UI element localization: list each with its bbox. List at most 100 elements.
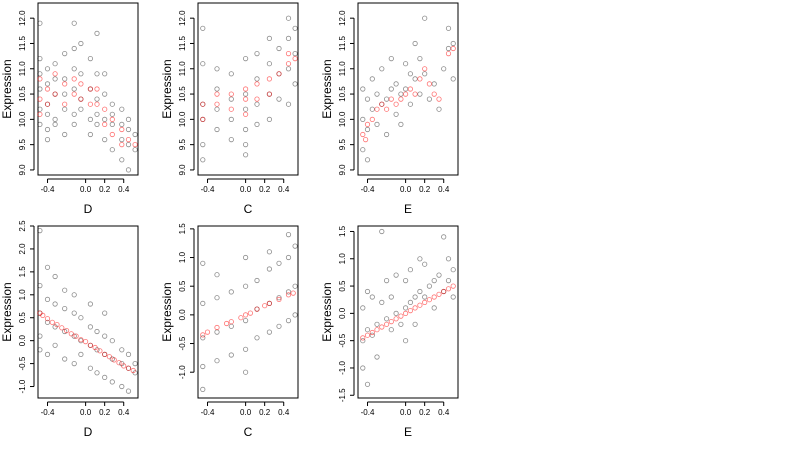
fitted-point: [393, 316, 399, 322]
raw-point: [94, 121, 100, 128]
fitted-point: [266, 76, 272, 82]
raw-point: [119, 157, 125, 163]
raw-point: [62, 356, 68, 362]
y-tick-label: 11.5: [178, 35, 187, 51]
raw-point: [125, 116, 132, 123]
raw-point: [374, 121, 380, 128]
y-axis: -1.0 -0.5 0.0 0.5 1.0 1.5 2.0 2.5: [18, 220, 35, 393]
raw-point: [402, 86, 409, 92]
y-tick-label: -1.5: [338, 388, 347, 402]
raw-point: [87, 55, 94, 62]
plot-frame: [197, 225, 299, 399]
fitted-point: [83, 338, 89, 345]
raw-point: [285, 35, 292, 42]
raw-point: [78, 40, 84, 47]
fitted-point: [450, 45, 456, 52]
raw-point: [102, 374, 108, 380]
raw-point: [412, 321, 418, 327]
raw-point: [276, 45, 282, 52]
raw-point: [78, 106, 84, 112]
raw-point: [71, 20, 77, 26]
fitted-point: [37, 76, 43, 82]
y-tick-label: 2.5: [18, 220, 27, 232]
x-axis: -0.4 0.0 0.2 0.4: [361, 401, 450, 417]
fitted-point: [214, 101, 220, 107]
plot-frame: [357, 225, 459, 399]
series-1: [200, 232, 298, 392]
y-tick-label: -1.0: [178, 365, 187, 379]
fitted-point: [417, 76, 423, 82]
y-axis-title: Expression: [320, 59, 334, 118]
raw-point: [369, 76, 375, 82]
fitted-point: [243, 111, 249, 117]
y-axis: -1.5 -1.0 -0.5 0.0 0.5 1.0 1.5: [338, 225, 355, 402]
series-2: [360, 283, 456, 341]
raw-point: [450, 40, 456, 47]
fitted-point: [441, 288, 447, 295]
x-tick-label: 0.2: [99, 185, 111, 194]
raw-point: [200, 142, 206, 148]
raw-point: [71, 310, 77, 316]
fitted-point: [78, 81, 84, 87]
raw-point: [109, 147, 115, 153]
y-tick-label: 9.5: [18, 139, 27, 151]
fitted-point: [109, 116, 115, 123]
raw-point: [285, 101, 292, 107]
fitted-point: [254, 81, 260, 87]
raw-point: [388, 55, 394, 62]
raw-point: [412, 294, 418, 300]
y-tick-label: 0.5: [338, 280, 347, 292]
raw-point: [200, 260, 206, 266]
fitted-point: [78, 96, 84, 102]
fitted-point: [412, 305, 418, 311]
raw-point: [52, 61, 58, 67]
raw-point: [402, 305, 409, 311]
raw-point: [417, 288, 423, 295]
fitted-point: [228, 319, 234, 325]
raw-point: [243, 106, 249, 112]
plot-frame: [37, 225, 139, 399]
fitted-point: [369, 116, 375, 123]
raw-point: [71, 86, 77, 92]
x-axis: -0.4 0.0 0.2 0.4: [41, 178, 130, 194]
raw-point: [266, 35, 272, 42]
fitted-point: [78, 337, 84, 343]
fitted-point: [44, 316, 51, 322]
raw-point: [214, 106, 220, 112]
fitted-point: [71, 91, 77, 97]
fitted-point: [266, 91, 272, 97]
y-tick-label: 0.5: [18, 312, 27, 324]
raw-point: [87, 116, 94, 123]
x-tick-label: 0.2: [259, 408, 271, 417]
x-tick-label: 0.4: [278, 408, 290, 417]
y-tick-label: 11.5: [18, 35, 27, 51]
chart-panel-3: -0.4 0.0 0.2 0.4 9.0 9.5 10.0 10.5 11.0 11.5 12.0 E…: [320, 2, 459, 216]
raw-point: [364, 96, 371, 102]
raw-point: [426, 96, 432, 102]
raw-point: [243, 283, 249, 289]
x-tick-label: 0.2: [419, 408, 431, 417]
fitted-point: [200, 101, 206, 107]
x-tick-label: -0.4: [41, 185, 55, 194]
raw-point: [44, 66, 51, 72]
raw-point: [44, 296, 51, 302]
raw-point: [276, 96, 282, 102]
raw-point: [374, 354, 380, 360]
raw-point: [228, 289, 234, 295]
raw-point: [398, 91, 404, 97]
fitted-point: [431, 294, 437, 300]
chart-panel-4: -0.4 0.0 0.2 0.4 -1.0 -0.5 0.0 0.5 1.0 1.5 2.0 2.5 D…: [0, 220, 139, 439]
fitted-point: [121, 363, 127, 369]
raw-point: [266, 61, 272, 67]
raw-point: [402, 338, 409, 344]
raw-point: [102, 137, 108, 143]
y-tick-label: 10.5: [178, 86, 187, 102]
y-axis-title: Expression: [0, 59, 14, 118]
y-tick-label: 9.0: [18, 164, 27, 176]
series-1: [37, 20, 138, 173]
x-axis-title: D: [84, 202, 93, 216]
y-axis: 9.0 9.5 10.0 10.5 11.0 11.5 12.0: [178, 10, 195, 176]
raw-point: [214, 358, 220, 364]
raw-point: [364, 327, 371, 333]
